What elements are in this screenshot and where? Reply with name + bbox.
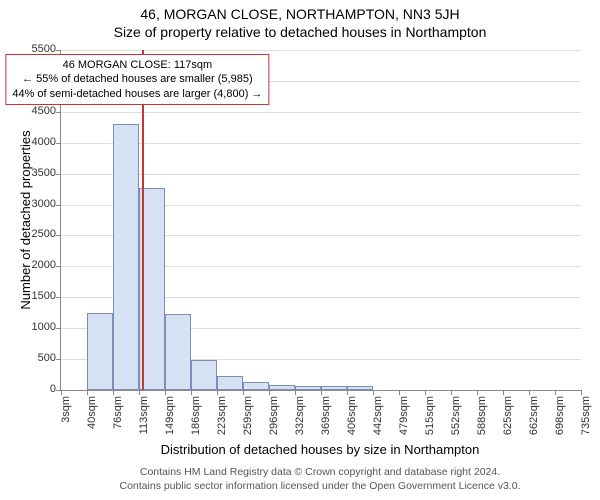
x-tick-label: 698sqm xyxy=(554,396,566,456)
bar xyxy=(217,376,243,390)
x-tick xyxy=(113,390,114,395)
chart-title-line1: 46, MORGAN CLOSE, NORTHAMPTON, NN3 5JH xyxy=(0,6,600,22)
callout-line: ← 55% of detached houses are smaller (5,… xyxy=(12,72,262,86)
y-tick-label: 500 xyxy=(20,352,56,364)
x-tick xyxy=(477,390,478,395)
callout-line: 46 MORGAN CLOSE: 117sqm xyxy=(12,58,262,72)
x-tick xyxy=(321,390,322,395)
y-tick xyxy=(56,205,61,206)
x-tick-label: 332sqm xyxy=(294,396,306,456)
x-tick-label: 625sqm xyxy=(502,396,514,456)
x-tick xyxy=(529,390,530,395)
x-tick-label: 369sqm xyxy=(320,396,332,456)
x-tick-label: 259sqm xyxy=(242,396,254,456)
y-tick xyxy=(56,143,61,144)
y-tick-label: 2500 xyxy=(20,228,56,240)
y-tick xyxy=(56,328,61,329)
footer-line2: Contains public sector information licen… xyxy=(60,480,580,492)
bar xyxy=(321,386,347,390)
x-tick xyxy=(581,390,582,395)
x-tick xyxy=(139,390,140,395)
x-tick xyxy=(555,390,556,395)
x-tick xyxy=(295,390,296,395)
x-tick xyxy=(425,390,426,395)
bar xyxy=(87,313,113,390)
y-tick-label: 4500 xyxy=(20,105,56,117)
y-tick-label: 4000 xyxy=(20,136,56,148)
bar xyxy=(113,124,139,390)
x-tick-label: 149sqm xyxy=(164,396,176,456)
bar xyxy=(269,385,295,390)
x-tick xyxy=(191,390,192,395)
y-tick-label: 3000 xyxy=(20,198,56,210)
x-tick xyxy=(165,390,166,395)
x-tick xyxy=(243,390,244,395)
bar xyxy=(165,314,191,390)
x-tick-label: 588sqm xyxy=(476,396,488,456)
y-tick xyxy=(56,174,61,175)
x-tick-label: 296sqm xyxy=(268,396,280,456)
x-tick xyxy=(61,390,62,395)
y-tick-label: 0 xyxy=(20,383,56,395)
callout-box: 46 MORGAN CLOSE: 117sqm← 55% of detached… xyxy=(5,54,269,105)
gridline xyxy=(61,174,581,175)
x-tick xyxy=(269,390,270,395)
x-tick-label: 406sqm xyxy=(346,396,358,456)
y-tick xyxy=(56,266,61,267)
x-tick-label: 3sqm xyxy=(60,396,72,456)
x-tick-label: 515sqm xyxy=(424,396,436,456)
y-tick xyxy=(56,359,61,360)
x-tick-label: 113sqm xyxy=(138,396,150,456)
y-tick xyxy=(56,297,61,298)
bar xyxy=(191,360,217,390)
x-tick-label: 40sqm xyxy=(86,396,98,456)
x-tick-label: 662sqm xyxy=(528,396,540,456)
bar xyxy=(243,382,269,390)
y-tick-label: 1000 xyxy=(20,321,56,333)
x-tick-label: 552sqm xyxy=(450,396,462,456)
y-tick-label: 2000 xyxy=(20,259,56,271)
bar xyxy=(347,386,373,390)
y-tick xyxy=(56,112,61,113)
x-tick xyxy=(217,390,218,395)
x-tick-label: 223sqm xyxy=(216,396,228,456)
x-tick-label: 186sqm xyxy=(190,396,202,456)
y-tick xyxy=(56,235,61,236)
footer-line1: Contains HM Land Registry data © Crown c… xyxy=(60,466,580,478)
bar xyxy=(295,386,321,390)
y-tick-label: 1500 xyxy=(20,290,56,302)
x-tick xyxy=(451,390,452,395)
chart-title-line2: Size of property relative to detached ho… xyxy=(0,24,600,40)
gridline xyxy=(61,50,581,51)
y-tick xyxy=(56,50,61,51)
x-tick-label: 479sqm xyxy=(398,396,410,456)
x-tick xyxy=(373,390,374,395)
gridline xyxy=(61,112,581,113)
x-tick-label: 735sqm xyxy=(580,396,592,456)
callout-line: 44% of semi-detached houses are larger (… xyxy=(12,87,262,101)
x-tick xyxy=(347,390,348,395)
x-tick xyxy=(503,390,504,395)
y-tick-label: 3500 xyxy=(20,167,56,179)
x-tick xyxy=(87,390,88,395)
x-tick-label: 76sqm xyxy=(112,396,124,456)
x-tick-label: 442sqm xyxy=(372,396,384,456)
chart-container: 46, MORGAN CLOSE, NORTHAMPTON, NN3 5JH S… xyxy=(0,0,600,500)
x-tick xyxy=(399,390,400,395)
gridline xyxy=(61,143,581,144)
